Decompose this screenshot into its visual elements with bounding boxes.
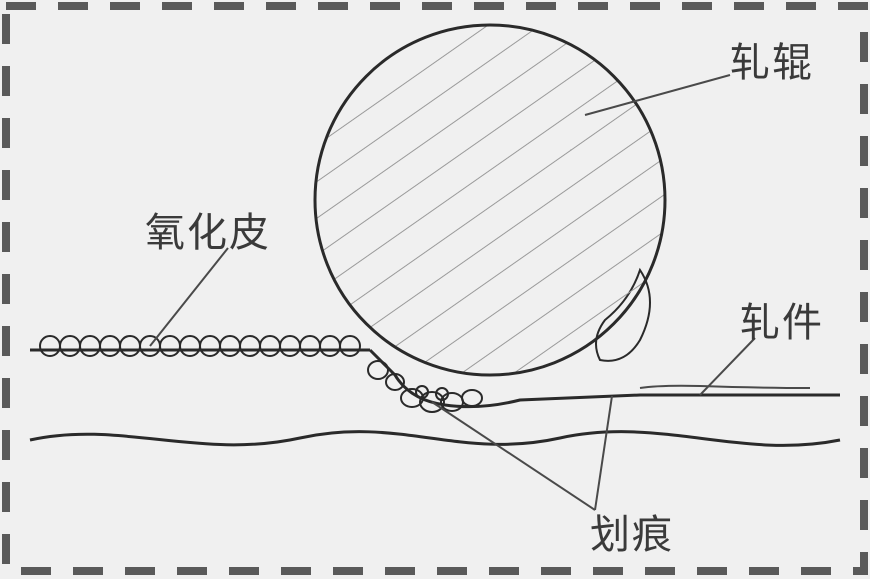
label-scratch: 划痕 [590, 502, 674, 560]
leader-scratch-1 [432, 402, 595, 510]
roller [315, 25, 665, 375]
label-roller: 轧辊 [730, 30, 814, 88]
leader-oxide [150, 248, 228, 346]
oxide-scale [40, 336, 360, 356]
label-oxide: 氧化皮 [145, 200, 271, 258]
leader-scratch-2 [595, 396, 612, 510]
label-workpiece: 轧件 [740, 290, 824, 348]
